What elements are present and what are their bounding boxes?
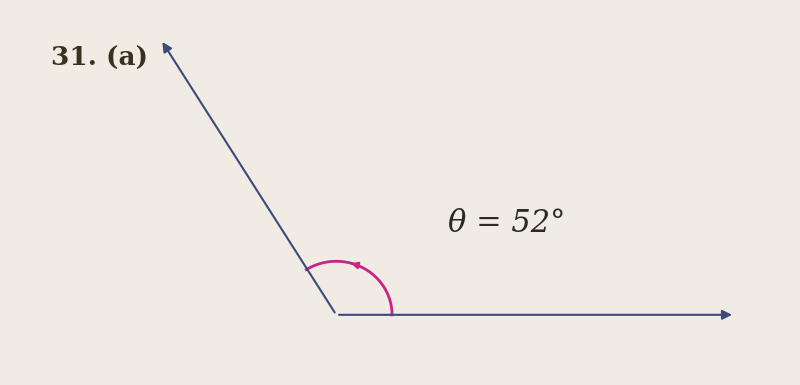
Text: 31. (a): 31. (a) xyxy=(51,46,148,71)
Text: θ = 52°: θ = 52° xyxy=(448,208,566,239)
